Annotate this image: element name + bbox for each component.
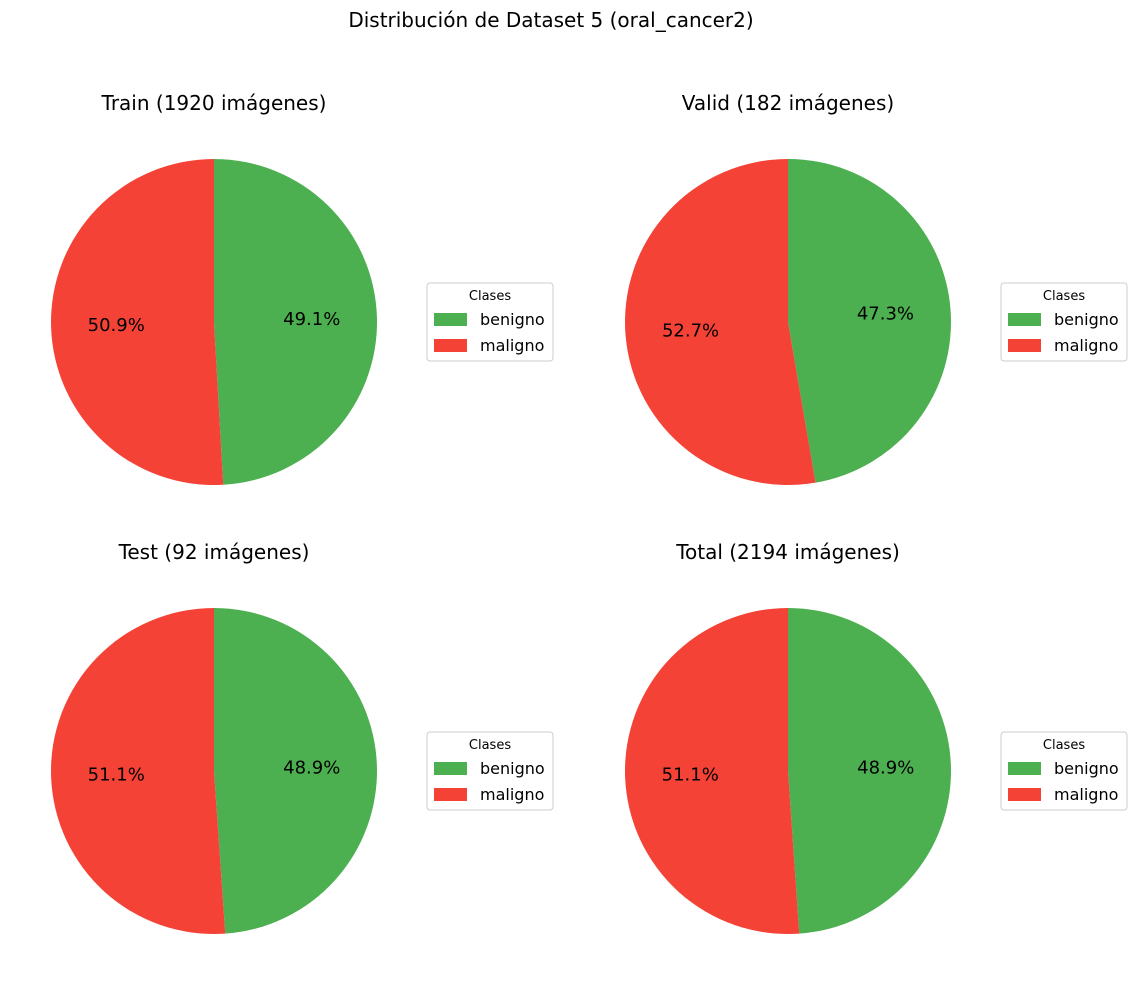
legend-swatch-benigno bbox=[1008, 762, 1041, 775]
legend-swatch-benigno bbox=[434, 762, 467, 775]
legend: Clases benigno maligno bbox=[1000, 282, 1128, 362]
legend-label-benigno: benigno bbox=[480, 759, 545, 778]
pie-panel-4: Total (2194 imágenes) 48.9% 51.1% Clases ben… bbox=[624, 540, 1128, 934]
pie-slice-benigno bbox=[788, 159, 951, 483]
pie-slice-benigno bbox=[214, 158, 378, 485]
pie-panel-1: Train (1920 imágenes) 49.1% 50.9% Clases ben… bbox=[51, 91, 554, 485]
legend-swatch-maligno bbox=[434, 788, 467, 801]
legend-label-benigno: benigno bbox=[1054, 759, 1119, 778]
pie-slice-maligno bbox=[624, 159, 816, 486]
legend-label-benigno: benigno bbox=[480, 310, 545, 329]
pie-slice-benigno bbox=[214, 608, 377, 934]
slice-value-label: 52.7% bbox=[662, 320, 719, 341]
slice-value-label: 48.9% bbox=[283, 758, 340, 779]
legend-swatch-maligno bbox=[434, 339, 467, 352]
legend: Clases benigno maligno bbox=[1000, 731, 1128, 811]
legend-title: Clases bbox=[1043, 738, 1085, 753]
legend-label-maligno: maligno bbox=[1054, 785, 1118, 804]
figure-title: Distribución de Dataset 5 (oral_cancer2) bbox=[348, 8, 753, 32]
legend-label-maligno: maligno bbox=[480, 336, 544, 355]
pie-title: Valid (182 imágenes) bbox=[682, 91, 894, 115]
legend-swatch-maligno bbox=[1008, 339, 1041, 352]
slice-value-label: 51.1% bbox=[88, 764, 145, 785]
pie-slice-maligno bbox=[624, 607, 800, 934]
legend: Clases benigno maligno bbox=[426, 731, 554, 811]
pie-panel-2: Valid (182 imágenes) 47.3% 52.7% Clases beni… bbox=[624, 91, 1128, 486]
legend: Clases benigno maligno bbox=[426, 282, 554, 362]
slice-value-label: 49.1% bbox=[283, 309, 340, 330]
legend-label-maligno: maligno bbox=[480, 785, 544, 804]
legend-title: Clases bbox=[469, 738, 511, 753]
slice-value-label: 47.3% bbox=[857, 304, 914, 325]
pie-panel-3: Test (92 imágenes) 48.9% 51.1% Clases benign… bbox=[50, 540, 554, 935]
legend-swatch-maligno bbox=[1008, 788, 1041, 801]
pie-title: Total (2194 imágenes) bbox=[675, 540, 900, 564]
legend-swatch-benigno bbox=[434, 313, 467, 326]
legend-label-benigno: benigno bbox=[1054, 310, 1119, 329]
legend-label-maligno: maligno bbox=[1054, 336, 1118, 355]
pie-slice-maligno bbox=[51, 159, 224, 485]
slice-value-label: 48.9% bbox=[857, 758, 914, 779]
legend-title: Clases bbox=[1043, 289, 1085, 304]
slice-value-label: 50.9% bbox=[88, 315, 145, 336]
pie-slice-maligno bbox=[50, 607, 226, 935]
legend-swatch-benigno bbox=[1008, 313, 1041, 326]
pie-title: Train (1920 imágenes) bbox=[101, 91, 327, 115]
slice-value-label: 51.1% bbox=[662, 764, 719, 785]
pie-title: Test (92 imágenes) bbox=[118, 540, 310, 564]
legend-title: Clases bbox=[469, 289, 511, 304]
pie-slice-benigno bbox=[788, 608, 951, 934]
